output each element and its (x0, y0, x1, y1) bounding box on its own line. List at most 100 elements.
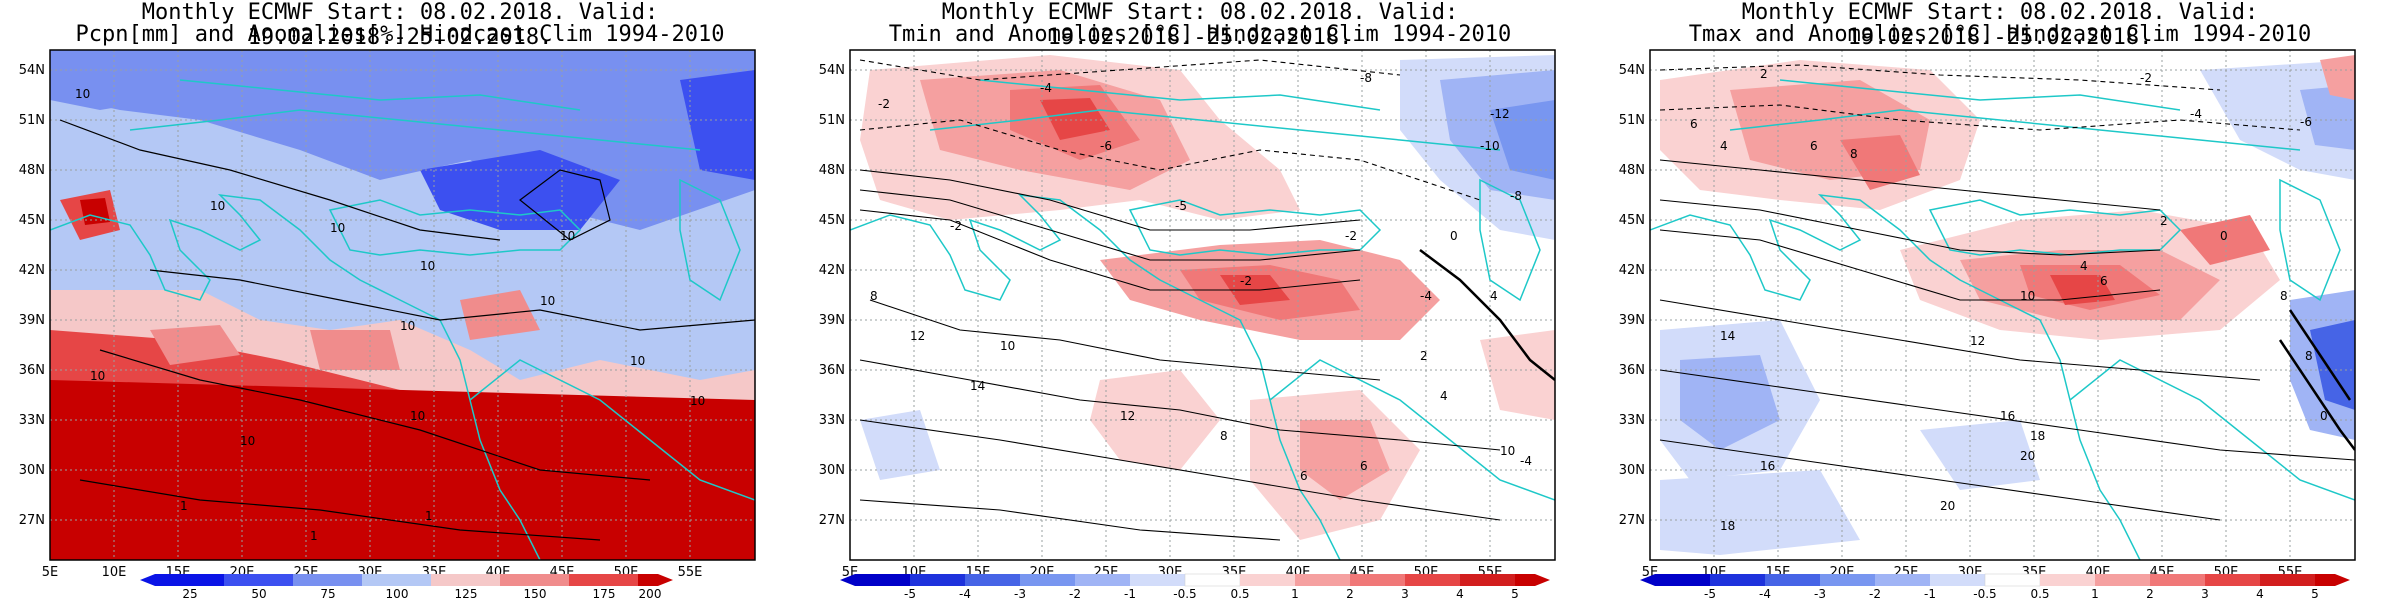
svg-text:8: 8 (1220, 429, 1228, 443)
svg-text:20: 20 (2020, 449, 2035, 463)
svg-text:2: 2 (1346, 587, 1354, 600)
svg-text:39N: 39N (1619, 313, 1645, 328)
svg-text:5: 5 (1511, 587, 1519, 600)
colorbar-labels: -5 -4 -3 -2 -1 -0.5 0.5 1 2 3 4 5 (1704, 587, 2319, 600)
svg-text:42N: 42N (819, 263, 845, 278)
svg-text:6: 6 (1810, 139, 1818, 153)
svg-text:1: 1 (180, 499, 188, 513)
svg-text:-5: -5 (1175, 199, 1187, 213)
tmax-map: 2 -2 -4 -6 4 6 6 8 0 2 4 6 8 10 12 14 16… (1619, 49, 2356, 600)
svg-text:-10: -10 (1480, 139, 1500, 153)
svg-text:10: 10 (560, 229, 575, 243)
colorbar (840, 573, 1550, 587)
svg-text:4: 4 (2256, 587, 2264, 600)
svg-text:45N: 45N (819, 213, 845, 228)
svg-text:-4: -4 (959, 587, 971, 600)
svg-text:10: 10 (1500, 444, 1515, 458)
svg-text:10: 10 (690, 394, 705, 408)
svg-text:33N: 33N (1619, 413, 1645, 428)
svg-text:8: 8 (870, 289, 878, 303)
svg-text:-4: -4 (2190, 107, 2202, 121)
svg-text:-5: -5 (1704, 587, 1716, 600)
svg-text:0.5: 0.5 (2030, 587, 2049, 600)
svg-text:125: 125 (455, 587, 478, 600)
svg-text:8: 8 (2280, 289, 2288, 303)
svg-text:27N: 27N (1619, 513, 1645, 528)
svg-text:20: 20 (1940, 499, 1955, 513)
svg-text:55E: 55E (678, 565, 703, 580)
svg-text:100: 100 (386, 587, 409, 600)
contour-labels: -2 -4 -6 -8 -12 -10 -8 -2 -2 -4 -5 -2 0 … (870, 71, 1532, 483)
svg-text:10: 10 (630, 354, 645, 368)
svg-text:-3: -3 (1814, 587, 1826, 600)
svg-text:10: 10 (240, 434, 255, 448)
svg-text:54N: 54N (19, 63, 45, 78)
svg-text:6: 6 (1360, 459, 1368, 473)
panel-subtitle: Tmax and Anomalies [°C] Hindcast Clim 19… (1688, 22, 2312, 47)
svg-text:27N: 27N (819, 513, 845, 528)
contour-labels: 10 10 10 10 10 10 10 10 10 10 10 10 1 1 … (75, 87, 705, 543)
map-frame (849, 49, 1556, 561)
svg-text:4: 4 (1490, 289, 1498, 303)
svg-text:4: 4 (2080, 259, 2088, 273)
svg-text:54N: 54N (819, 63, 845, 78)
svg-text:75: 75 (320, 587, 335, 600)
svg-text:10: 10 (90, 369, 105, 383)
map-frame (1649, 49, 2356, 561)
svg-text:45N: 45N (1619, 213, 1645, 228)
coastlines (850, 79, 1555, 560)
svg-text:6: 6 (2100, 274, 2108, 288)
tmax-panel: Monthly ECMWF Start: 08.02.2018. Valid: … (1600, 0, 2400, 600)
colorbar (140, 574, 673, 586)
svg-text:42N: 42N (19, 263, 45, 278)
svg-text:0: 0 (2320, 409, 2328, 423)
colorbar-labels: 25 50 75 100 125 150 175 200 (182, 587, 661, 600)
svg-text:1: 1 (1291, 587, 1299, 600)
svg-text:51N: 51N (1619, 113, 1645, 128)
svg-text:14: 14 (1720, 329, 1735, 343)
svg-text:30N: 30N (1619, 463, 1645, 478)
map-frame (49, 49, 756, 561)
svg-text:10: 10 (420, 259, 435, 273)
svg-text:1: 1 (310, 529, 318, 543)
svg-text:-5: -5 (904, 587, 916, 600)
svg-text:-6: -6 (1100, 139, 1112, 153)
svg-text:2: 2 (1760, 67, 1768, 81)
panel-subtitle: Pcpn[mm] and Anomalies[%] Hindcast Clim … (75, 22, 725, 47)
svg-text:0: 0 (1450, 229, 1458, 243)
svg-text:45N: 45N (19, 213, 45, 228)
svg-text:36N: 36N (19, 363, 45, 378)
svg-text:16: 16 (1760, 459, 1775, 473)
svg-text:4: 4 (1456, 587, 1464, 600)
svg-text:10: 10 (540, 294, 555, 308)
svg-text:-12: -12 (1490, 107, 1510, 121)
svg-text:-6: -6 (2300, 115, 2312, 129)
svg-text:-8: -8 (1360, 71, 1372, 85)
svg-text:12: 12 (1120, 409, 1135, 423)
precip-panel: Monthly ECMWF Start: 08.02.2018. Valid: … (0, 0, 800, 600)
svg-text:51N: 51N (19, 113, 45, 128)
svg-text:-2: -2 (1069, 587, 1081, 600)
contour-labels: 2 -2 -4 -6 4 6 6 8 0 2 4 6 8 10 12 14 16… (1690, 67, 2328, 533)
svg-text:2: 2 (2146, 587, 2154, 600)
svg-text:50: 50 (251, 587, 266, 600)
tmin-map: -2 -4 -6 -8 -12 -10 -8 -2 -2 -4 -5 -2 0 … (819, 49, 1556, 600)
svg-text:30N: 30N (819, 463, 845, 478)
svg-text:36N: 36N (1619, 363, 1645, 378)
panel-subtitle: Tmin and Anomalies [°C] Hindcast Clim 19… (888, 22, 1512, 47)
contours (1659, 64, 2355, 521)
svg-text:-2: -2 (950, 219, 962, 233)
svg-text:18: 18 (1720, 519, 1735, 533)
svg-text:42N: 42N (1619, 263, 1645, 278)
svg-text:8: 8 (2305, 349, 2313, 363)
svg-text:6: 6 (1690, 117, 1698, 131)
svg-text:-3: -3 (1014, 587, 1026, 600)
svg-text:-2: -2 (2140, 71, 2152, 85)
svg-text:25: 25 (182, 587, 197, 600)
svg-text:-8: -8 (1510, 189, 1522, 203)
svg-text:175: 175 (593, 587, 616, 600)
svg-text:10: 10 (75, 87, 90, 101)
svg-text:0: 0 (2220, 229, 2228, 243)
svg-text:-0.5: -0.5 (1973, 587, 1996, 600)
svg-text:12: 12 (910, 329, 925, 343)
